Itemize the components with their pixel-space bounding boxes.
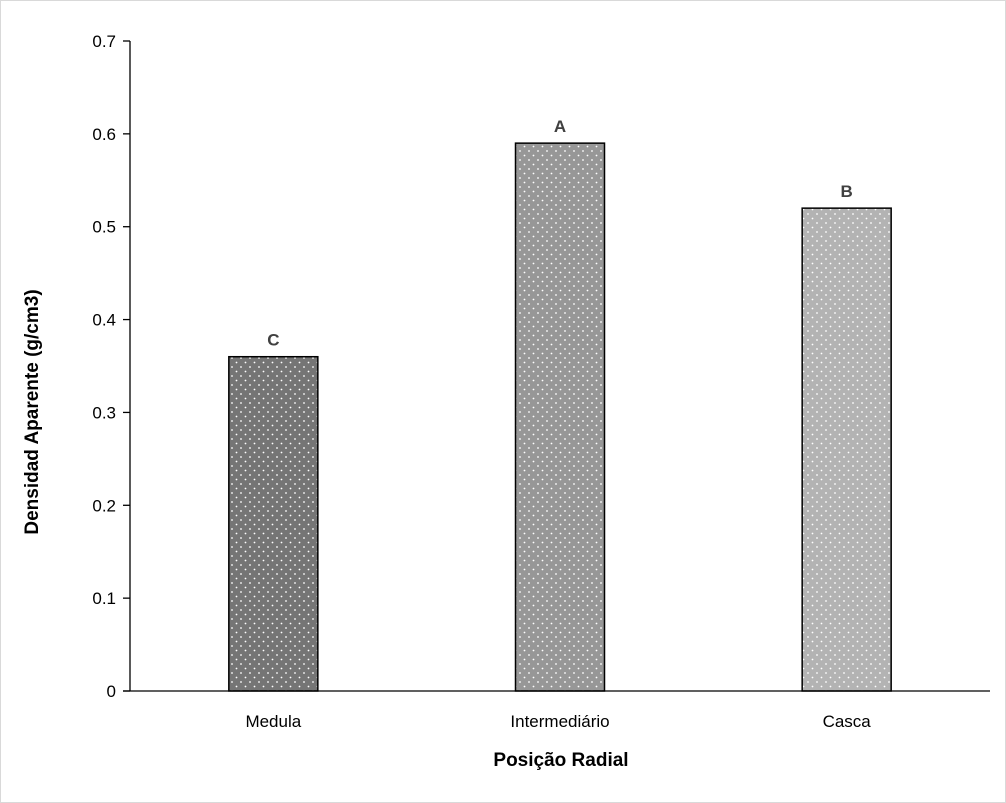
bars-group: C A B: [228, 117, 892, 692]
bar-significance-letter: B: [841, 182, 853, 201]
y-axis-title: Densidad Aparente (g/cm3): [22, 289, 43, 534]
bar-significance-letter: C: [267, 331, 279, 350]
y-tick-label: 0.3: [92, 403, 116, 422]
y-ticks-group: 0 0.1 0.2 0.3 0.4 0.5 0.6 0.7: [92, 32, 130, 701]
y-tick-label: 0.1: [92, 589, 116, 608]
x-tick-label: Medula: [245, 712, 301, 731]
x-axis-title: Posição Radial: [493, 750, 628, 771]
bar-intermediário: [514, 142, 606, 692]
axes-group: [123, 41, 990, 692]
y-tick-label: 0.7: [92, 32, 116, 51]
x-ticks-group: Medula Intermediário Casca: [245, 712, 871, 731]
y-tick-label: 0.6: [92, 125, 116, 144]
bar-casca: [801, 207, 892, 692]
bar-medula: [228, 355, 319, 692]
y-tick-label: 0: [107, 682, 116, 701]
x-tick-label: Intermediário: [510, 712, 609, 731]
y-tick-label: 0.5: [92, 218, 116, 237]
y-tick-label: 0.2: [92, 496, 116, 515]
y-tick-label: 0.4: [92, 311, 116, 330]
bar-significance-letter: A: [554, 117, 566, 136]
x-tick-label: Casca: [823, 712, 872, 731]
